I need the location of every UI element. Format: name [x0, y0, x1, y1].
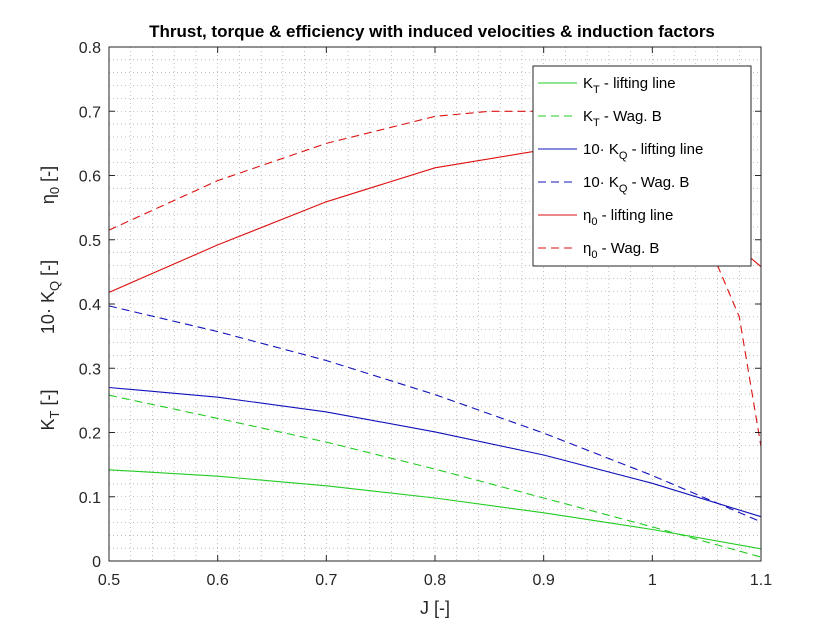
legend-sub: Q: [619, 150, 628, 162]
y-tick-label: 0.8: [79, 40, 101, 57]
x-tick-label: 1.1: [750, 572, 772, 589]
grid: [109, 47, 761, 561]
y-axis-label-0: KT [-]: [38, 390, 62, 431]
x-tick-label: 0.7: [315, 572, 337, 589]
y-tick-label: 0: [92, 554, 101, 571]
y-tick-label: 0.2: [79, 426, 101, 443]
y-axis-label-2: η0 [-]: [38, 166, 62, 204]
y-tick-label: 0.6: [79, 169, 101, 186]
y-label-base: 10· K: [38, 291, 58, 334]
x-tick-label: 0.8: [424, 572, 446, 589]
x-tick-label: 0.5: [98, 572, 120, 589]
y-label-tail: [-]: [38, 166, 58, 187]
x-tick-label: 0.6: [207, 572, 229, 589]
x-tick-label: 0.9: [533, 572, 555, 589]
legend-tail: - lifting line: [597, 207, 673, 224]
legend-box: [532, 65, 752, 267]
legend-entry-1: KT - Wag. B: [583, 108, 662, 129]
y-tick-label: 0.7: [79, 104, 101, 121]
y-axis-labels: KT [-]10· KQ [-]η0 [-]: [38, 166, 62, 431]
x-axis-label: J [-]: [420, 598, 450, 618]
legend-entry-3: 10· KQ - Wag. B: [583, 174, 689, 195]
legend-entry-5: η0 - Wag. B: [583, 240, 659, 261]
y-label-sub: Q: [47, 281, 62, 291]
y-tick-label: 0.5: [79, 233, 101, 250]
legend-entry-4: η0 - lifting line: [583, 207, 673, 228]
legend-sub: 0: [591, 216, 597, 228]
series-line-1: [108, 394, 762, 558]
y-tick-label: 0.1: [79, 490, 101, 507]
legend-tail: - Wag. B: [600, 108, 662, 125]
series-line-0: [108, 469, 762, 550]
legend-sub: T: [593, 117, 600, 129]
x-tick-label: 1: [648, 572, 657, 589]
chart-title: Thrust, torque & efficiency with induced…: [149, 22, 715, 41]
legend-base: η: [583, 207, 591, 224]
y-label-base: K: [38, 418, 58, 430]
legend-entry-2: 10· KQ - lifting line: [583, 141, 703, 162]
y-label-tail: [-]: [38, 390, 58, 411]
y-label-base: η: [38, 194, 58, 204]
legend-sub: T: [593, 84, 600, 96]
legend-base: 10· K: [583, 141, 619, 158]
legend-sub: Q: [619, 183, 628, 195]
legend-tail: - Wag. B: [597, 240, 659, 257]
legend-base: η: [583, 240, 591, 257]
legend-tail: - lifting line: [627, 141, 703, 158]
series-line-2: [108, 386, 762, 518]
legend-base: 10· K: [583, 174, 619, 191]
legend-base: K: [583, 75, 593, 92]
y-tick-label: 0.4: [79, 297, 101, 314]
legend-entry-0: KT - lifting line: [583, 75, 676, 96]
legend-tail: - lifting line: [600, 75, 676, 92]
y-label-tail: [-]: [38, 260, 58, 281]
y-axis-label-1: 10· KQ [-]: [38, 260, 62, 334]
legend-tail: - Wag. B: [627, 174, 689, 191]
y-label-sub: 0: [47, 187, 62, 194]
legend-base: K: [583, 108, 593, 125]
ticks: 0.5 0.6 0.7 0.8 0.9 1 1.1 0 0.1 0.2 0.3 0.4 0.5 0.6 0.…: [79, 40, 772, 589]
series-line-3: [108, 305, 762, 523]
legend-sub: 0: [591, 249, 597, 261]
y-tick-label: 0.3: [79, 361, 101, 378]
y-label-sub: T: [47, 410, 62, 418]
